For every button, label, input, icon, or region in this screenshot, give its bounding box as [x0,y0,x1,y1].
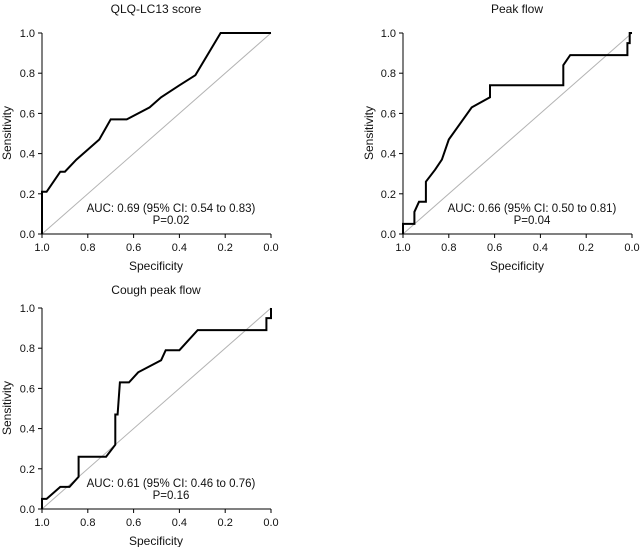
x-tick-label: 1.0 [34,242,49,254]
y-tick-label: 0.8 [20,343,35,355]
auc-annotation: AUC: 0.66 (95% CI: 0.50 to 0.81) [448,203,617,215]
y-tick-label: 0.2 [20,464,35,476]
panel-qlq-lc13-score: QLQ-LC13 score AUC: 0.69 (95% CI: 0.54 t… [0,2,279,273]
x-tick-label: 0.2 [218,242,233,254]
y-tick-label: 0.2 [20,189,35,201]
y-axis-label: Sensitivity [0,106,14,160]
y-tick-label: 0.0 [381,229,396,241]
y-tick-label: 0.0 [20,229,35,241]
x-tick-label: 0.0 [263,242,278,254]
y-tick-label: 0.6 [20,108,35,120]
x-tick-label: 0.8 [80,517,95,529]
x-tick-label: 1.0 [395,242,410,254]
x-tick-label: 1.0 [34,517,49,529]
x-tick-label: 0.4 [172,517,187,529]
y-axis-label: Sensitivity [0,381,14,435]
x-tick-label: 0.2 [218,517,233,529]
p-value-annotation: P=0.16 [153,490,190,502]
x-tick-label: 0.4 [533,242,548,254]
chart-title: QLQ-LC13 score [111,2,202,16]
y-axis-label: Sensitivity [362,106,376,160]
y-tick-label: 1.0 [20,303,35,315]
y-tick-label: 0.6 [20,383,35,395]
x-axis-label: Specificity [490,259,544,273]
x-axis-label: Specificity [129,534,183,547]
y-tick-label: 0.2 [381,189,396,201]
x-tick-label: 0.0 [263,517,278,529]
x-tick-label: 0.8 [80,242,95,254]
y-tick-label: 0.6 [381,108,396,120]
x-tick-label: 0.0 [624,242,639,254]
roc-curve-line [402,32,632,234]
y-tick-label: 0.4 [20,149,35,161]
y-tick-label: 1.0 [381,28,396,40]
y-tick-label: 1.0 [20,28,35,40]
p-value-annotation: P=0.02 [153,215,190,227]
reference-diagonal-line [41,307,272,510]
x-tick-label: 0.2 [579,242,594,254]
roc-curve-line [41,308,272,509]
auc-annotation: AUC: 0.61 (95% CI: 0.46 to 0.76) [87,478,256,490]
panel-cough-peak-flow: Cough peak flow AUC: 0.61 (95% CI: 0.46 … [0,283,279,547]
chart-title: Cough peak flow [111,283,201,297]
x-tick-label: 0.6 [487,242,502,254]
y-tick-label: 0.8 [381,68,396,80]
auc-annotation: AUC: 0.69 (95% CI: 0.54 to 0.83) [87,203,256,215]
chart-title: Peak flow [491,2,543,16]
roc-curve-line [41,32,271,234]
y-tick-label: 0.8 [20,68,35,80]
y-tick-label: 0.4 [381,149,396,161]
x-tick-label: 0.6 [126,517,141,529]
y-tick-label: 0.0 [20,504,35,516]
x-tick-label: 0.6 [126,242,141,254]
x-axis-label: Specificity [129,259,183,273]
reference-diagonal-line [41,32,272,235]
x-tick-label: 0.8 [441,242,456,254]
panel-peak-flow: Peak flow AUC: 0.66 (95% CI: 0.50 to 0.8… [362,2,640,273]
p-value-annotation: P=0.04 [514,215,551,227]
reference-diagonal-line [402,32,633,235]
x-tick-label: 0.4 [172,242,187,254]
y-tick-label: 0.4 [20,424,35,436]
